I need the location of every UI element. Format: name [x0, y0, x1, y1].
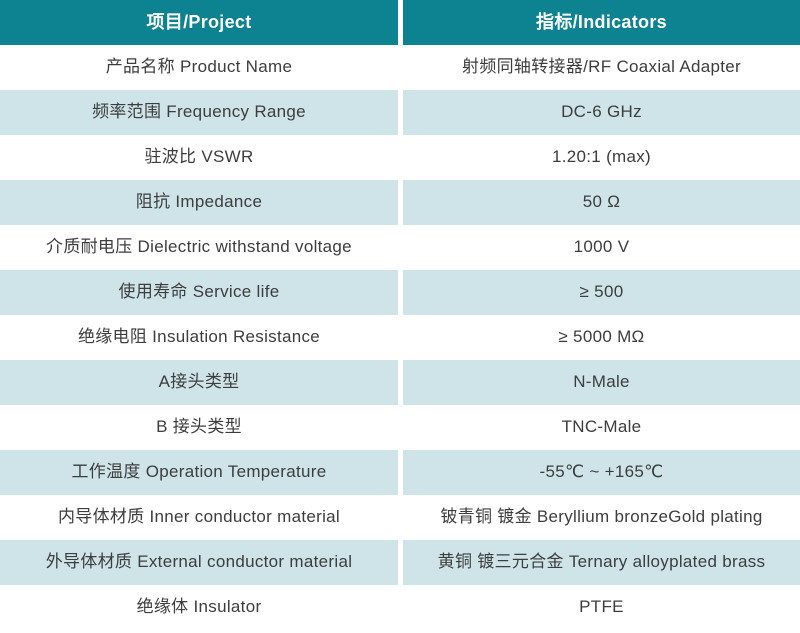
indicator-cell: 1.20:1 (max) [403, 135, 800, 180]
indicator-cell: 1000 V [403, 225, 800, 270]
table-row: 频率范围 Frequency Range DC-6 GHz [0, 90, 800, 135]
table-row: 阻抗 Impedance 50 Ω [0, 180, 800, 225]
indicator-cell: -55℃ ~ +165℃ [403, 450, 800, 495]
table-row: 产品名称 Product Name 射频同轴转接器/RF Coaxial Ada… [0, 45, 800, 90]
project-cell: 内导体材质 Inner conductor material [0, 495, 398, 540]
indicator-cell: 射频同轴转接器/RF Coaxial Adapter [403, 45, 800, 90]
project-cell: 绝缘体 Insulator [0, 585, 398, 630]
indicator-cell: 黄铜 镀三元合金 Ternary alloyplated brass [403, 540, 800, 585]
table-row: 使用寿命 Service life ≥ 500 [0, 270, 800, 315]
table-row: 介质耐电压 Dielectric withstand voltage 1000 … [0, 225, 800, 270]
indicator-cell: ≥ 5000 MΩ [403, 315, 800, 360]
project-cell: 使用寿命 Service life [0, 270, 398, 315]
table-row: 外导体材质 External conductor material 黄铜 镀三元… [0, 540, 800, 585]
table-row: 绝缘电阻 Insulation Resistance ≥ 5000 MΩ [0, 315, 800, 360]
table-row: 工作温度 Operation Temperature -55℃ ~ +165℃ [0, 450, 800, 495]
indicator-cell: 50 Ω [403, 180, 800, 225]
project-cell: A接头类型 [0, 360, 398, 405]
header-indicators: 指标/Indicators [403, 0, 800, 45]
project-cell: 介质耐电压 Dielectric withstand voltage [0, 225, 398, 270]
indicator-cell: DC-6 GHz [403, 90, 800, 135]
project-cell: 工作温度 Operation Temperature [0, 450, 398, 495]
table-header-row: 项目/Project 指标/Indicators [0, 0, 800, 45]
project-cell: 阻抗 Impedance [0, 180, 398, 225]
project-cell: B 接头类型 [0, 405, 398, 450]
table-row: 绝缘体 Insulator PTFE [0, 585, 800, 630]
indicator-cell: PTFE [403, 585, 800, 630]
project-cell: 驻波比 VSWR [0, 135, 398, 180]
table-row: 内导体材质 Inner conductor material 铍青铜 镀金 Be… [0, 495, 800, 540]
table-row: A接头类型 N-Male [0, 360, 800, 405]
project-cell: 外导体材质 External conductor material [0, 540, 398, 585]
project-cell: 频率范围 Frequency Range [0, 90, 398, 135]
project-cell: 产品名称 Product Name [0, 45, 398, 90]
project-cell: 绝缘电阻 Insulation Resistance [0, 315, 398, 360]
indicator-cell: N-Male [403, 360, 800, 405]
indicator-cell: TNC-Male [403, 405, 800, 450]
indicator-cell: 铍青铜 镀金 Beryllium bronzeGold plating [403, 495, 800, 540]
header-project: 项目/Project [0, 0, 398, 45]
table-body: 产品名称 Product Name 射频同轴转接器/RF Coaxial Ada… [0, 45, 800, 630]
indicator-cell: ≥ 500 [403, 270, 800, 315]
table-row: 驻波比 VSWR 1.20:1 (max) [0, 135, 800, 180]
table-row: B 接头类型 TNC-Male [0, 405, 800, 450]
